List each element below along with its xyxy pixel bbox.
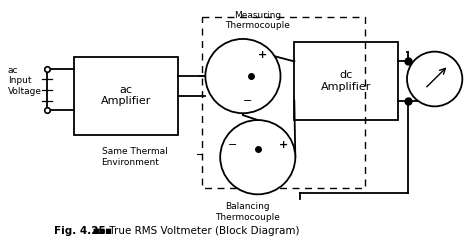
Text: ac
Input
Voltage: ac Input Voltage — [8, 66, 42, 96]
Circle shape — [205, 39, 281, 113]
Text: ■■■: ■■■ — [93, 229, 113, 234]
Bar — [294, 42, 398, 120]
Bar — [74, 57, 178, 135]
Text: Measuring
Thermocouple: Measuring Thermocouple — [225, 11, 290, 30]
Text: +: + — [258, 49, 267, 60]
Text: ac
Amplifier: ac Amplifier — [100, 85, 151, 106]
Text: dc
Amplifier: dc Amplifier — [321, 70, 372, 92]
Circle shape — [407, 52, 462, 106]
Bar — [202, 17, 365, 188]
Text: +: + — [279, 140, 288, 150]
Text: Balancing
Thermocouple: Balancing Thermocouple — [216, 202, 280, 221]
Text: Fig. 4.25: Fig. 4.25 — [54, 226, 106, 236]
Text: −: − — [228, 140, 237, 150]
Text: Same Thermal
Environment: Same Thermal Environment — [101, 147, 167, 167]
Text: True RMS Voltmeter (Block Diagram): True RMS Voltmeter (Block Diagram) — [106, 226, 299, 236]
Circle shape — [220, 120, 295, 194]
Text: −: − — [243, 97, 253, 107]
